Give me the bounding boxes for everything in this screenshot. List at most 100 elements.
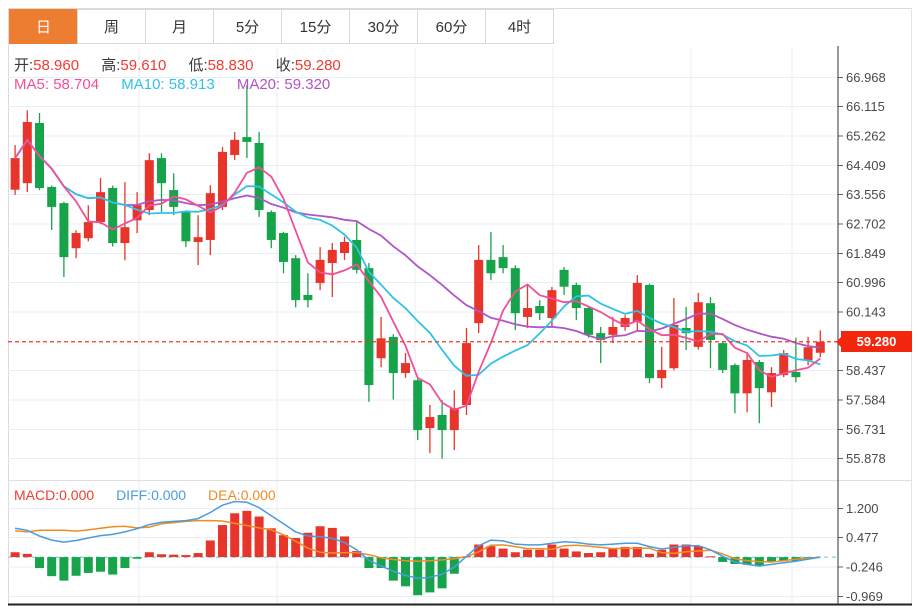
candle-body <box>742 359 752 394</box>
candle-body <box>596 333 606 341</box>
candle-body <box>462 343 471 406</box>
candle-body <box>120 227 130 244</box>
high-label: 高: <box>101 57 121 74</box>
candle-body <box>291 258 301 301</box>
candle-body <box>10 158 20 190</box>
ohlc-legend: 开:58.960 高:59.610 低:58.830 收:59.280 <box>14 54 359 75</box>
candle-body <box>340 242 349 254</box>
price-tick-label: 56.731 <box>846 422 886 437</box>
diff-label: DIFF: <box>116 487 152 503</box>
macd-legend: MACD:0.000 DIFF:0.000 DEA:0.000 <box>14 487 294 503</box>
macd-bar <box>718 557 728 562</box>
ma20-value: 59.320 <box>284 76 331 93</box>
macd-tick-label: 1.200 <box>846 501 879 516</box>
current-price-badge: 59.280 <box>836 331 912 352</box>
macd-bar <box>706 556 715 558</box>
ma10-value: 58.913 <box>168 76 215 93</box>
price-tick-label: 66.115 <box>846 99 885 114</box>
tab-timeframe-4[interactable]: 15分 <box>281 9 350 44</box>
candle-body <box>388 336 398 374</box>
panel-top-border <box>8 8 912 9</box>
candle-body <box>498 257 508 269</box>
macd-bar <box>669 544 679 558</box>
macd-bar <box>35 557 44 569</box>
open-label: 开: <box>14 57 34 74</box>
macd-bar <box>157 554 166 558</box>
tab-timeframe-7[interactable]: 4时 <box>485 9 554 44</box>
candle-body <box>218 151 227 207</box>
tab-timeframe-3[interactable]: 5分 <box>213 9 282 44</box>
tab-timeframe-5[interactable]: 30分 <box>349 9 418 44</box>
candle-body <box>437 414 447 431</box>
dea-line <box>15 519 821 563</box>
low-label: 低: <box>188 57 208 74</box>
macd-bar <box>230 513 240 558</box>
macd-bar <box>645 553 654 558</box>
panel-left-border <box>8 8 9 606</box>
macd-bar <box>108 557 118 575</box>
dif-line <box>14 500 821 579</box>
macd-bar <box>632 546 642 558</box>
candle-body <box>754 362 764 389</box>
tab-timeframe-1[interactable]: 周 <box>77 9 146 44</box>
ma-legend: MA5: 58.704 MA10: 58.913 MA20: 59.320 <box>14 76 348 93</box>
ma10-label: MA10: <box>121 76 165 93</box>
macd-bar <box>22 553 32 558</box>
macd-bar <box>218 525 227 558</box>
macd-bar <box>657 549 667 558</box>
ma20-label: MA20: <box>236 76 281 93</box>
candle-body <box>559 269 569 287</box>
candle-body <box>584 308 593 335</box>
macd-bar <box>83 557 93 573</box>
candle-body <box>718 343 728 370</box>
macd-bar <box>181 555 191 558</box>
candle-body <box>83 222 93 239</box>
macd-bar <box>596 552 606 558</box>
macd-label: MACD: <box>14 487 60 503</box>
main-plot-area[interactable] <box>8 48 838 478</box>
macd-bar <box>401 557 410 587</box>
diff-value: 0.000 <box>151 487 187 503</box>
price-tick-label: 60.996 <box>846 275 886 290</box>
ma5-line <box>14 138 821 411</box>
macd-bar <box>120 557 130 569</box>
candle-body <box>181 212 191 242</box>
macd-bar <box>376 557 386 569</box>
candle-body <box>71 233 81 249</box>
macd-bar <box>352 551 362 558</box>
candle-body <box>730 365 740 394</box>
macd-bar <box>303 532 313 558</box>
tab-timeframe-6[interactable]: 60分 <box>417 9 486 44</box>
chart-canvas[interactable]: 66.968 66.115 65.262 64.409 63.556 62.702 61.8… <box>0 46 918 611</box>
price-tick-label: 61.849 <box>846 246 886 261</box>
candle-body <box>303 294 313 301</box>
macd-tick-label: 0.477 <box>846 530 879 545</box>
candle-body <box>535 305 545 314</box>
candle-body <box>59 203 69 258</box>
candle-body <box>254 142 264 211</box>
candle-body <box>474 259 484 324</box>
candle-body <box>657 369 667 379</box>
macd-bar <box>327 527 337 558</box>
candle-body <box>47 186 57 207</box>
candle-body <box>169 190 179 207</box>
candle-body <box>803 347 813 361</box>
candle-body <box>352 239 362 270</box>
macd-bar <box>193 553 203 558</box>
candle-body <box>632 282 642 322</box>
candle-body <box>425 417 435 429</box>
high-value: 59.610 <box>120 57 167 74</box>
candle-body <box>706 303 715 341</box>
price-tick-label: 55.878 <box>846 451 886 466</box>
dea-label: DEA: <box>208 487 241 503</box>
ma20-line <box>14 138 821 349</box>
macd-bar <box>96 557 105 572</box>
candle-body <box>779 353 789 376</box>
tab-timeframe-2[interactable]: 月 <box>145 9 214 44</box>
macd-bar <box>486 546 496 558</box>
macd-bar <box>242 510 252 558</box>
price-tick-label: 63.556 <box>846 187 886 202</box>
price-tick-label: 62.702 <box>846 217 886 232</box>
macd-bar <box>571 551 581 558</box>
tab-timeframe-0[interactable]: 日 <box>9 9 78 44</box>
